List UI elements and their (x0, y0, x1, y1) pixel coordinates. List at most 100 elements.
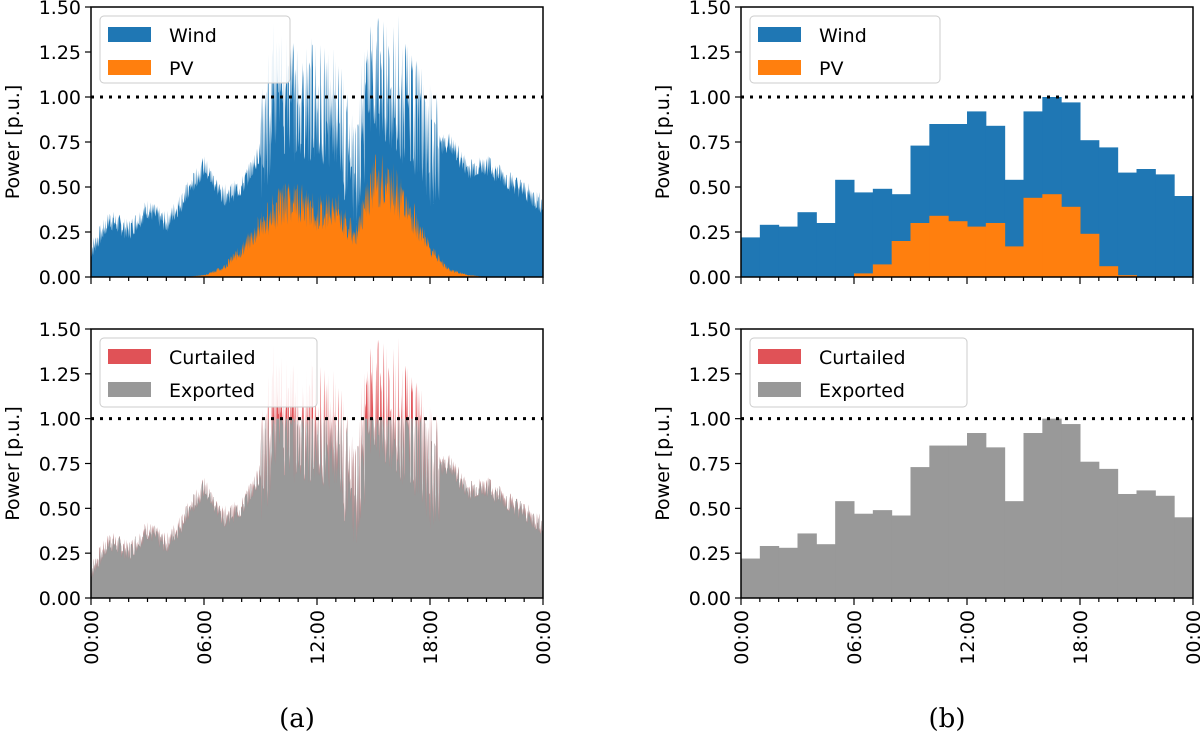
bar-exported-11 (948, 445, 968, 598)
bar-pv-13 (985, 223, 1006, 277)
bar-exported-9 (910, 467, 930, 598)
bar-total-wind-pv--1 (759, 224, 780, 277)
bar-pv-16 (1042, 194, 1062, 277)
legend-swatch-exported (758, 382, 801, 397)
chart-panel-b-bottom: 0.00 0.25 0.50 0.75 1.00 1.25 1.50 Power [p.u.]… (652, 319, 1200, 665)
y-axis-label: Power [p.u.] (2, 85, 24, 200)
y-tick-label: 0.50 (39, 498, 81, 520)
bar-exported-16 (1042, 418, 1062, 598)
y-tick-label: 0.75 (39, 454, 81, 476)
legend-label-wind: Wind (819, 25, 867, 47)
x-tick-label: 00:00 (1183, 610, 1200, 665)
legend-label-wind: Wind (169, 25, 217, 47)
bar-pv-17 (1061, 206, 1081, 277)
y-tick-label: 1.25 (689, 364, 731, 386)
bar-total-wind-pv--23 (1174, 196, 1194, 277)
y-tick-label: 1.25 (39, 364, 81, 386)
y-tick-label: 1.00 (39, 409, 81, 431)
bar-exported-6 (854, 513, 874, 598)
y-tick-label: 0.50 (689, 498, 731, 520)
bar-exported-2 (778, 547, 798, 598)
y-tick-label: 0.00 (689, 588, 731, 610)
y-tick-label: 0.25 (689, 222, 731, 244)
y-tick-label: 1.25 (689, 42, 731, 64)
bar-pv-15 (1023, 197, 1043, 277)
bar-exported-4 (816, 544, 836, 598)
bar-exported-13 (985, 447, 1006, 598)
y-tick-label: 1.50 (39, 0, 81, 19)
bar-exported-18 (1080, 461, 1100, 598)
y-tick-label: 1.00 (39, 87, 81, 109)
y-tick-label: 0.25 (39, 543, 81, 565)
pv-area (91, 153, 543, 277)
bar-total-wind-pv--20 (1117, 172, 1137, 277)
legend-label-pv: PV (819, 58, 843, 80)
y-tick-label: 1.50 (689, 0, 731, 19)
x-tick-label: 00:00 (81, 610, 103, 665)
x-tick-label: 06:00 (194, 610, 216, 665)
bar-exported-8 (891, 515, 911, 598)
bar-exported-10 (929, 445, 949, 598)
x-tick-label: 12:00 (957, 610, 979, 665)
y-tick-label: 1.25 (39, 42, 81, 64)
bar-pv-10 (929, 215, 949, 277)
caption-a: (a) (279, 704, 315, 734)
bar-total-wind-pv--22 (1155, 174, 1175, 277)
chart-panel-a-bottom: 0.00 0.25 0.50 0.75 1.00 1.25 1.50 Power [p.u.]… (2, 319, 555, 665)
exported-area (91, 418, 543, 598)
bar-total-wind-pv--4 (816, 223, 836, 277)
y-tick-label: 0.25 (689, 543, 731, 565)
bar-pv-6 (854, 273, 874, 277)
bar-total-wind-pv--5 (835, 179, 855, 277)
bar-exported-1 (759, 545, 780, 598)
bar-exported-17 (1061, 424, 1081, 598)
y-tick-label: 0.50 (39, 177, 81, 199)
y-tick-label: 0.75 (689, 132, 731, 154)
bar-exported-19 (1098, 468, 1119, 598)
bar-total-wind-pv--2 (778, 226, 798, 277)
bar-total-wind-pv--6 (854, 192, 874, 277)
legend-label-curtailed: Curtailed (169, 347, 256, 369)
bar-total-wind-pv--3 (797, 212, 817, 277)
x-tick-label: 18:00 (1070, 610, 1092, 665)
y-tick-label: 1.00 (689, 409, 731, 431)
y-tick-label: 0.75 (689, 454, 731, 476)
legend-swatch-pv (758, 60, 801, 75)
legend-label-pv: PV (169, 58, 193, 80)
bar-pv-12 (967, 226, 987, 277)
legend-swatch-wind (108, 27, 151, 42)
bar-exported-23 (1174, 517, 1194, 598)
bar-pv-18 (1080, 233, 1100, 277)
y-tick-label: 0.00 (39, 267, 81, 289)
bar-exported-7 (872, 510, 893, 598)
legend-box (99, 337, 318, 408)
wind-area (91, 15, 543, 277)
bar-pv-14 (1004, 246, 1024, 277)
y-tick-label: 0.00 (689, 267, 731, 289)
bar-pv-9 (910, 223, 930, 277)
bar-total-wind-pv--19 (1098, 147, 1119, 277)
chart-panel-b-top: 0.00 0.25 0.50 0.75 1.00 1.25 1.50 Power [p.u.]… (652, 0, 1194, 289)
y-tick-label: 0.25 (39, 222, 81, 244)
legend-box (749, 337, 968, 408)
y-tick-label: 0.75 (39, 132, 81, 154)
y-tick-label: 0.00 (39, 588, 81, 610)
bar-exported-12 (967, 433, 987, 598)
bar-total-wind-pv--21 (1136, 169, 1156, 277)
chart-panel-a-top: 0.00 0.25 0.50 0.75 1.00 1.25 1.50 Power [p.u.]… (2, 0, 544, 289)
bar-pv-20 (1117, 275, 1137, 277)
y-tick-label: 1.50 (689, 319, 731, 341)
x-tick-label: 18:00 (420, 610, 442, 665)
y-axis-label: Power [p.u.] (652, 85, 674, 200)
bar-exported-22 (1155, 495, 1175, 598)
y-tick-label: 1.50 (39, 319, 81, 341)
legend-swatch-exported (108, 382, 151, 397)
bar-pv-8 (891, 241, 911, 277)
legend-swatch-pv (108, 60, 151, 75)
y-tick-label: 0.50 (689, 177, 731, 199)
bar-exported-20 (1117, 493, 1137, 598)
bar-exported-14 (1004, 501, 1024, 598)
legend-swatch-curtailed (108, 349, 151, 364)
